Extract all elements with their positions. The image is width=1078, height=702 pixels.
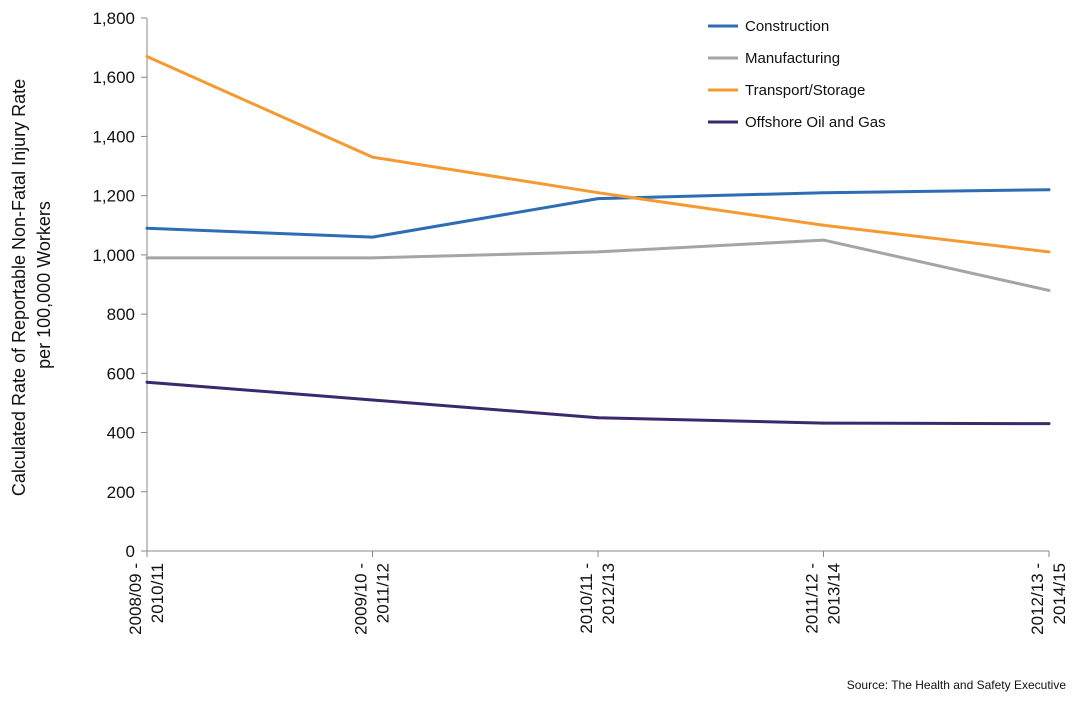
x-tick-label-line: 2012/13 - — [1028, 563, 1047, 635]
data-point — [1047, 288, 1051, 292]
y-tick-label: 1,600 — [92, 68, 135, 87]
data-point — [822, 191, 825, 195]
data-point — [371, 235, 374, 239]
data-point — [145, 226, 149, 230]
data-point — [145, 256, 149, 260]
legend-label: Manufacturing — [745, 50, 840, 67]
y-tick-label: 1,200 — [92, 187, 135, 206]
x-tick-label: 2012/13 -2014/15 — [1028, 563, 1069, 635]
x-tick-label-line: 2010/11 — [148, 563, 167, 623]
data-point — [596, 191, 600, 195]
data-point — [1047, 250, 1051, 254]
x-tick-label-group: 2009/10 -2011/12 — [352, 563, 393, 635]
series-line-construction — [146, 188, 1050, 239]
legend-label: Offshore Oil and Gas — [745, 114, 886, 131]
data-point — [822, 421, 825, 425]
y-tick-label: 600 — [107, 364, 135, 383]
series-line-manufacturing — [147, 238, 1050, 292]
data-point — [1047, 188, 1051, 192]
x-tick-label: 2010/11 -2012/13 — [577, 563, 618, 634]
data-point — [145, 54, 149, 58]
x-tick-label-line: 2014/15 — [1050, 563, 1069, 624]
series-line-transport-storage — [146, 55, 1050, 254]
data-point — [371, 155, 374, 159]
x-tick-label-line: 2011/12 — [374, 563, 393, 623]
y-tick-label: 1,000 — [92, 246, 135, 265]
x-tick-label-line: 2010/11 - — [577, 563, 596, 634]
x-tick-label-group: 2011/12 -2013/14 — [803, 563, 844, 634]
data-point — [1047, 422, 1051, 426]
data-point — [371, 398, 374, 402]
source-note: Source: The Health and Safety Executive — [847, 678, 1067, 692]
y-tick-label: 800 — [107, 305, 135, 324]
data-point — [145, 380, 149, 384]
x-tick-label: 2008/09 -2010/11 — [126, 563, 167, 635]
data-point — [822, 223, 825, 227]
x-tick-label: 2009/10 -2011/12 — [352, 563, 393, 635]
x-tick-label-line: 2012/13 — [599, 563, 618, 624]
y-tick-label: 1,800 — [92, 9, 135, 28]
data-point — [596, 250, 600, 254]
x-tick-label-line: 2013/14 — [825, 563, 844, 624]
x-tick-label-line: 2011/12 - — [803, 563, 822, 634]
x-tick-label-line: 2009/10 - — [352, 563, 371, 635]
series-lines — [145, 54, 1051, 426]
y-axis-ticks: 0 200 400 600 800 1,000 1,200 1,400 1,600 1,800 — [92, 9, 147, 561]
y-axis-label-line2: per 100,000 Workers — [34, 201, 54, 369]
x-tick-label-group: 2010/11 -2012/13 — [577, 563, 618, 634]
y-axis-label: Calculated Rate of Reportable Non-Fatal … — [9, 74, 54, 496]
legend-label: Transport/Storage — [745, 82, 865, 99]
data-point — [596, 416, 600, 420]
y-axis-label-line1: Calculated Rate of Reportable Non-Fatal … — [9, 79, 29, 496]
data-point — [371, 256, 374, 260]
y-tick-label: 200 — [107, 483, 135, 502]
legend: Construction Manufacturing Transport/Stora… — [708, 18, 886, 131]
x-tick-label-group: 2008/09 -2010/11 — [126, 563, 167, 635]
x-tick-label-group: 2012/13 -2014/15 — [1028, 563, 1069, 635]
axes — [146, 18, 1049, 552]
y-tick-label: 400 — [107, 424, 135, 443]
y-tick-label: 0 — [126, 542, 135, 561]
data-point — [596, 197, 600, 201]
legend-label: Construction — [745, 18, 829, 35]
data-point — [822, 238, 825, 242]
x-tick-label-line: 2008/09 - — [126, 563, 145, 635]
x-axis-ticks: 2008/09 -2010/11 2009/10 -2011/12 2010/11 … — [126, 551, 1069, 635]
y-tick-label: 1,400 — [92, 127, 135, 146]
x-tick-label: 2011/12 -2013/14 — [803, 563, 844, 634]
